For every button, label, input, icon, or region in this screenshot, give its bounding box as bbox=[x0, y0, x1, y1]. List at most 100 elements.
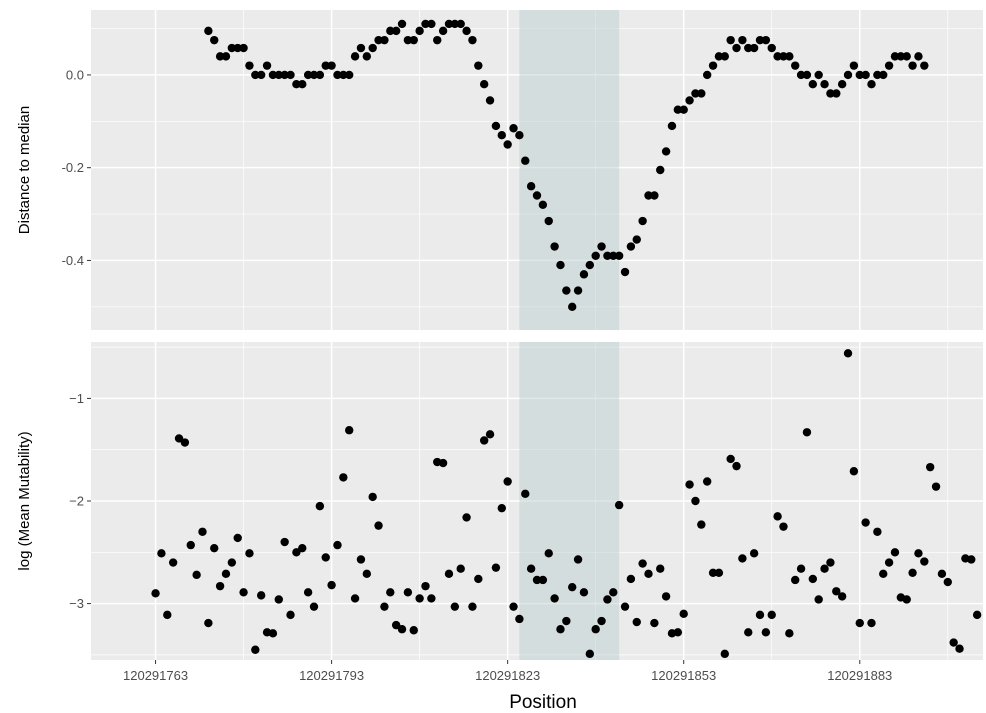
data-point bbox=[785, 629, 794, 638]
data-point bbox=[755, 35, 765, 45]
data-point bbox=[397, 625, 407, 634]
data-point bbox=[884, 61, 894, 70]
data-point bbox=[309, 70, 319, 80]
x-tick-label: 120291793 bbox=[299, 668, 364, 683]
data-point bbox=[521, 489, 530, 499]
data-point bbox=[327, 61, 336, 70]
data-point bbox=[920, 557, 929, 566]
data-point bbox=[702, 70, 712, 80]
data-point bbox=[902, 52, 911, 61]
data-point bbox=[632, 617, 641, 627]
data-point bbox=[644, 191, 653, 200]
data-point bbox=[603, 251, 612, 260]
data-point bbox=[661, 147, 671, 156]
data-point bbox=[673, 105, 683, 114]
data-point bbox=[356, 43, 366, 53]
x-tick-label: 120291883 bbox=[827, 668, 892, 683]
bottom-points bbox=[151, 349, 982, 659]
data-point bbox=[791, 61, 800, 70]
data-point bbox=[568, 302, 577, 312]
data-point bbox=[151, 589, 160, 598]
data-point bbox=[339, 473, 348, 482]
data-point bbox=[873, 70, 882, 80]
data-point bbox=[843, 70, 853, 80]
y-tick-label: 0.0 bbox=[66, 67, 84, 82]
data-point bbox=[256, 591, 266, 600]
data-point bbox=[438, 26, 448, 36]
data-point bbox=[245, 549, 254, 558]
data-point bbox=[603, 595, 612, 604]
data-point bbox=[708, 61, 718, 70]
data-point bbox=[415, 594, 424, 603]
data-point bbox=[333, 70, 342, 80]
data-point bbox=[714, 568, 724, 578]
data-point bbox=[949, 638, 958, 647]
data-point bbox=[239, 43, 248, 53]
data-point bbox=[644, 569, 653, 579]
data-point bbox=[890, 548, 900, 557]
data-point bbox=[685, 480, 694, 489]
data-point bbox=[761, 35, 771, 45]
data-point bbox=[884, 558, 894, 567]
data-point bbox=[591, 251, 600, 260]
data-point bbox=[843, 349, 853, 358]
data-point bbox=[908, 61, 917, 70]
data-point bbox=[415, 26, 424, 36]
data-point bbox=[374, 35, 383, 45]
data-point bbox=[808, 80, 818, 89]
data-point bbox=[198, 527, 207, 536]
data-point bbox=[562, 286, 571, 295]
top-points bbox=[204, 19, 929, 312]
data-point bbox=[585, 649, 595, 659]
data-point bbox=[855, 618, 864, 628]
x-axis-title: Position bbox=[509, 692, 577, 713]
data-point bbox=[861, 70, 870, 80]
data-point bbox=[732, 461, 741, 471]
data-point bbox=[333, 540, 342, 550]
data-point bbox=[386, 26, 395, 36]
data-point bbox=[221, 52, 231, 61]
data-point bbox=[444, 569, 454, 579]
data-point bbox=[444, 19, 454, 29]
data-point bbox=[908, 568, 917, 578]
data-point bbox=[485, 96, 495, 105]
data-point bbox=[192, 570, 201, 580]
data-point bbox=[298, 543, 307, 553]
data-point bbox=[468, 35, 477, 45]
data-point bbox=[573, 286, 583, 295]
data-point bbox=[902, 595, 911, 604]
data-point bbox=[421, 581, 430, 591]
data-point bbox=[626, 574, 636, 584]
data-point bbox=[632, 235, 641, 244]
data-point bbox=[233, 43, 242, 53]
data-point bbox=[802, 428, 812, 437]
data-point bbox=[550, 594, 559, 603]
data-point bbox=[526, 564, 536, 573]
data-point bbox=[568, 582, 577, 592]
data-point bbox=[544, 216, 553, 226]
data-point bbox=[638, 216, 647, 226]
data-point bbox=[779, 52, 788, 61]
data-point bbox=[503, 477, 512, 486]
data-point bbox=[391, 26, 401, 36]
data-point bbox=[186, 540, 195, 550]
data-point bbox=[873, 527, 882, 536]
data-point bbox=[673, 628, 683, 637]
data-point bbox=[532, 575, 542, 585]
y-tick-label: -0.2 bbox=[62, 160, 84, 175]
data-point bbox=[362, 569, 372, 579]
data-point bbox=[556, 625, 565, 634]
data-point bbox=[832, 587, 841, 596]
data-point bbox=[491, 121, 501, 131]
data-point bbox=[931, 482, 941, 491]
data-point bbox=[174, 434, 184, 443]
data-point bbox=[286, 610, 295, 620]
data-point bbox=[433, 35, 442, 45]
data-point bbox=[309, 602, 319, 611]
data-point bbox=[826, 558, 835, 567]
data-point bbox=[820, 564, 829, 573]
top-panel-grid bbox=[91, 10, 983, 330]
data-point bbox=[679, 105, 688, 114]
data-point bbox=[849, 467, 859, 476]
data-point bbox=[262, 61, 272, 70]
